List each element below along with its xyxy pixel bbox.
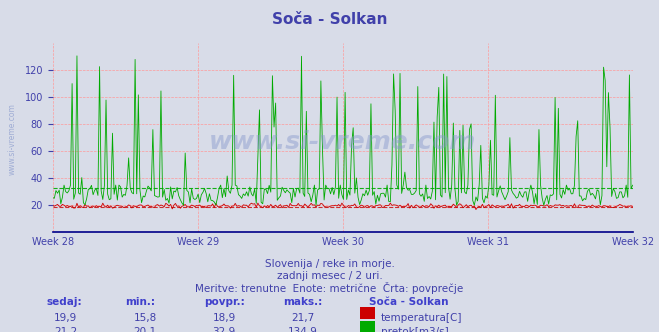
Text: Soča - Solkan: Soča - Solkan [369, 297, 449, 307]
Text: 21,7: 21,7 [291, 313, 315, 323]
Text: zadnji mesec / 2 uri.: zadnji mesec / 2 uri. [277, 271, 382, 281]
Text: 21,2: 21,2 [54, 327, 78, 332]
Text: Meritve: trenutne  Enote: metrične  Črta: povprečje: Meritve: trenutne Enote: metrične Črta: … [195, 282, 464, 294]
Text: 15,8: 15,8 [133, 313, 157, 323]
Text: 18,9: 18,9 [212, 313, 236, 323]
Text: maks.:: maks.: [283, 297, 323, 307]
Text: temperatura[C]: temperatura[C] [381, 313, 463, 323]
Text: povpr.:: povpr.: [204, 297, 245, 307]
Text: Slovenija / reke in morje.: Slovenija / reke in morje. [264, 259, 395, 269]
Text: 20,1: 20,1 [133, 327, 157, 332]
Text: 19,9: 19,9 [54, 313, 78, 323]
Text: www.si-vreme.com: www.si-vreme.com [8, 104, 17, 175]
Text: Soča - Solkan: Soča - Solkan [272, 12, 387, 27]
Text: 32,9: 32,9 [212, 327, 236, 332]
Text: 134,9: 134,9 [288, 327, 318, 332]
Text: www.si-vreme.com: www.si-vreme.com [209, 129, 476, 154]
Text: sedaj:: sedaj: [46, 297, 82, 307]
Text: pretok[m3/s]: pretok[m3/s] [381, 327, 449, 332]
Text: min.:: min.: [125, 297, 156, 307]
